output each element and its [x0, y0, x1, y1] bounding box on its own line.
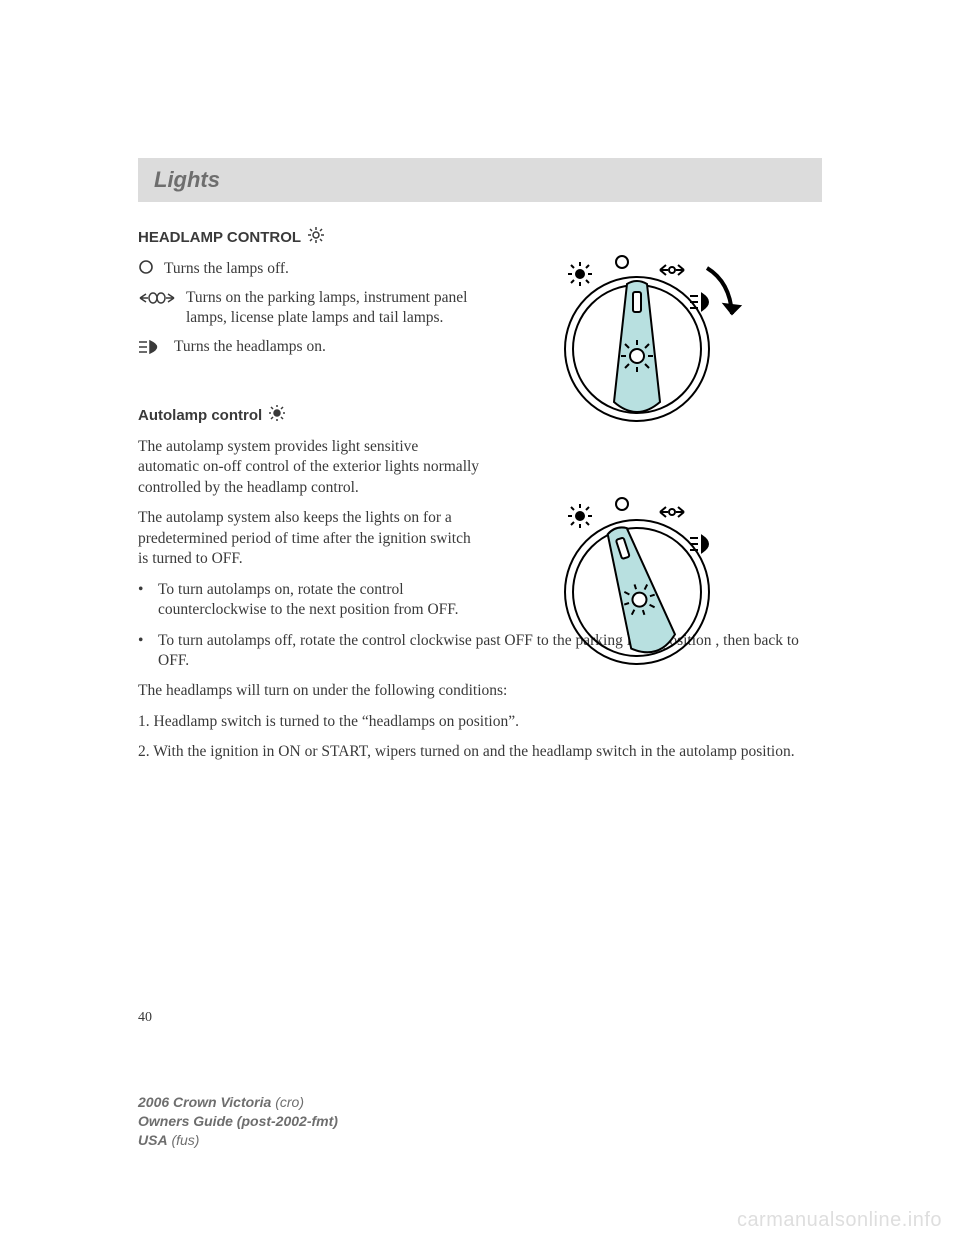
- headlamp-dial-figure: [552, 234, 782, 434]
- numbered-item-2: 2. With the ignition in ON or START, wip…: [138, 742, 822, 762]
- conditions-intro: The headlamps will turn on under the fol…: [138, 681, 822, 701]
- footer-model-code: (cro): [275, 1094, 304, 1110]
- watermark: carmanualsonline.info: [737, 1209, 942, 1232]
- autolamp-dial-figure: [552, 484, 782, 684]
- bullet-item: • To turn autolamps on, rotate the contr…: [138, 580, 483, 621]
- page-number: 40: [138, 1010, 152, 1026]
- bullet-dot: •: [138, 631, 150, 672]
- item-headlamp-text: Turns the headlamps on.: [174, 337, 326, 357]
- item-off-text: Turns the lamps off.: [164, 259, 289, 279]
- footer-guide: Owners Guide (post-2002-fmt): [138, 1113, 338, 1129]
- section-header: Lights: [138, 158, 822, 202]
- footer-region: USA: [138, 1132, 168, 1148]
- bullet-text: To turn autolamps on, rotate the control…: [158, 580, 483, 621]
- footer: 2006 Crown Victoria (cro) Owners Guide (…: [138, 1093, 338, 1150]
- sun-icon: [307, 226, 325, 249]
- autolamp-para-2: The autolamp system also keeps the light…: [138, 508, 483, 569]
- headlamp-icon: [138, 339, 164, 360]
- parking-icon: [138, 291, 176, 310]
- autolamp-icon: [268, 404, 286, 427]
- numbered-item-1: 1. Headlamp switch is turned to the “hea…: [138, 712, 822, 732]
- item-parking-text: Turns on the parking lamps, instrument p…: [186, 288, 483, 329]
- bullet-dot: •: [138, 580, 150, 621]
- heading-headlamp-control: HEADLAMP CONTROL: [138, 229, 301, 246]
- off-icon: [138, 259, 154, 280]
- autolamp-para-1: The autolamp system provides light sensi…: [138, 437, 483, 498]
- heading-autolamp-control: Autolamp control: [138, 407, 262, 424]
- footer-model: 2006 Crown Victoria: [138, 1094, 271, 1110]
- footer-region-code: (fus): [171, 1132, 199, 1148]
- section-title: Lights: [154, 167, 220, 193]
